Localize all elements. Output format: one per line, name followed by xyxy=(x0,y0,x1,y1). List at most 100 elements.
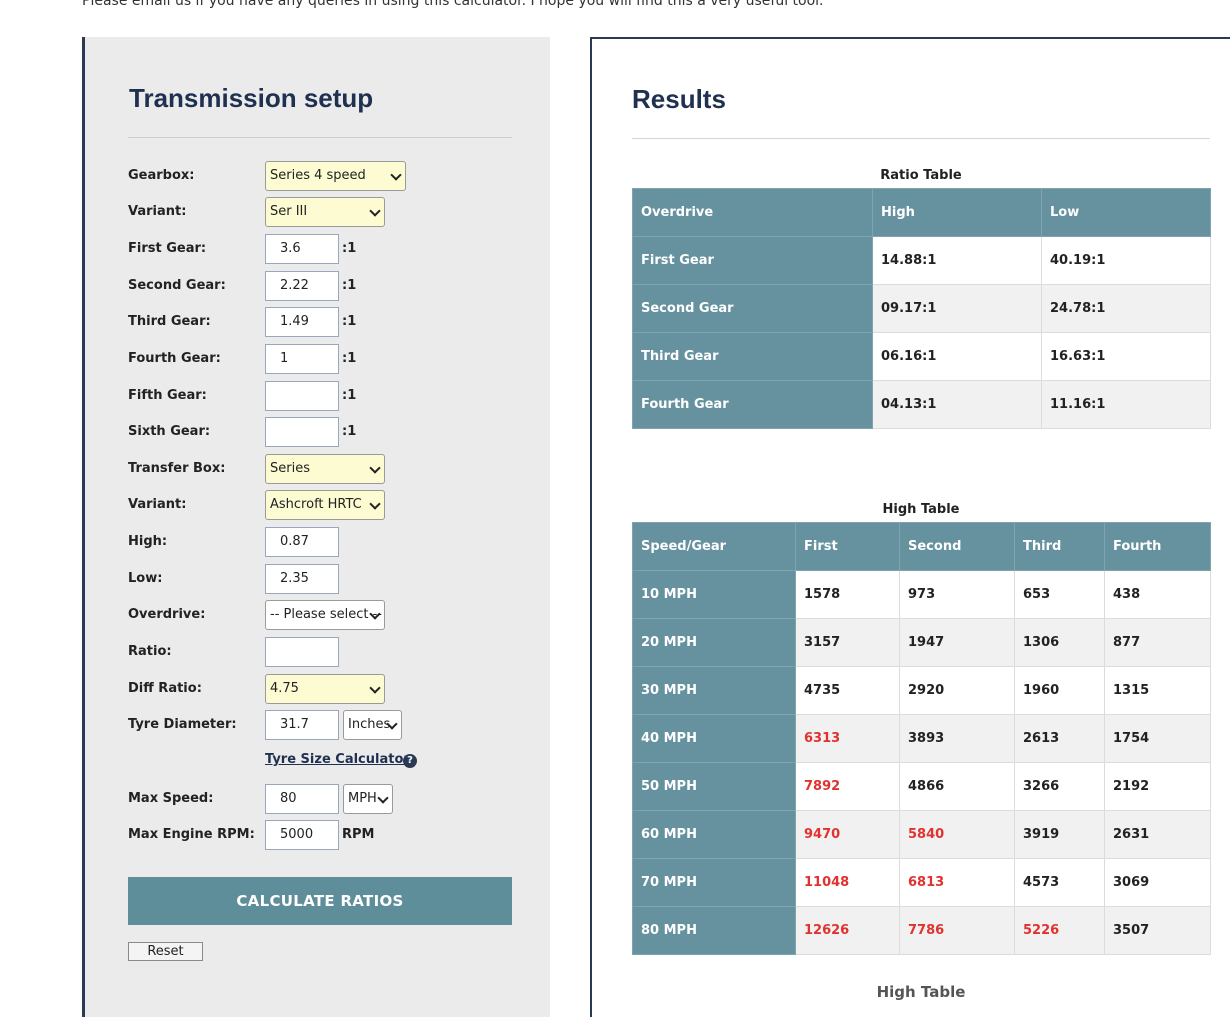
table-cell: 1315 xyxy=(1104,666,1211,715)
table-row: 60 MPH 9470 5840 3919 2631 xyxy=(632,810,1211,859)
table-row: Fourth Gear 04.13:1 11.16:1 xyxy=(632,380,1211,429)
first-gear-input[interactable]: 3.6 xyxy=(265,234,339,264)
table-cell: 3157 xyxy=(795,618,900,667)
row-header: 20 MPH xyxy=(632,618,796,667)
table-row: 50 MPH 7892 4866 3266 2192 xyxy=(632,762,1211,811)
chevron-down-icon xyxy=(369,498,381,510)
row-header: Third Gear xyxy=(632,332,873,381)
row-header: 10 MPH xyxy=(632,570,796,619)
table-cell: 3507 xyxy=(1104,906,1211,955)
column-header: First xyxy=(795,522,900,571)
row-header: 80 MPH xyxy=(632,906,796,955)
tyre-unit-select[interactable]: Inches xyxy=(343,710,402,740)
setup-title: Transmission setup xyxy=(129,83,374,113)
max-rpm-input[interactable]: 5000 xyxy=(265,820,339,850)
next-table-caption: High Table xyxy=(876,983,966,1001)
table-cell: 2613 xyxy=(1014,714,1105,763)
overdrive-ratio-input[interactable] xyxy=(265,637,339,667)
gearbox-select[interactable]: Series 4 speed xyxy=(265,161,406,191)
table-cell-over-limit: 11048 xyxy=(795,858,900,907)
first-gear-label: First Gear: xyxy=(128,241,207,256)
table-cell-over-limit: 7892 xyxy=(795,762,900,811)
low-label: Low: xyxy=(128,571,163,586)
intro-text: Please email us if you have any queries … xyxy=(82,0,824,9)
high-label: High: xyxy=(128,534,168,549)
table-cell-over-limit: 5840 xyxy=(899,810,1015,859)
ratio-table-caption: Ratio Table xyxy=(880,168,962,183)
fifth-gear-input[interactable] xyxy=(265,381,339,411)
ratio-suffix: :1 xyxy=(342,351,357,366)
table-cell: 11.16:1 xyxy=(1041,380,1211,429)
column-header: Fourth xyxy=(1104,522,1211,571)
reset-button[interactable]: Reset xyxy=(128,942,203,961)
table-cell: 14.88:1 xyxy=(872,236,1042,285)
transfer-box-select[interactable]: Series xyxy=(265,454,385,484)
table-header-row: Speed/Gear First Second Third Fourth xyxy=(632,522,1211,571)
transfer-variant-select[interactable]: Ashcroft HRTC xyxy=(265,490,385,520)
fourth-gear-label: Fourth Gear: xyxy=(128,351,221,366)
table-cell: 3069 xyxy=(1104,858,1211,907)
table-cell: 1754 xyxy=(1104,714,1211,763)
table-cell: 3919 xyxy=(1014,810,1105,859)
diff-ratio-select[interactable]: 4.75 xyxy=(265,674,385,704)
table-row: Third Gear 06.16:1 16.63:1 xyxy=(632,332,1211,381)
row-header: 50 MPH xyxy=(632,762,796,811)
max-rpm-label: Max Engine RPM: xyxy=(128,827,255,842)
table-cell: 40.19:1 xyxy=(1041,236,1211,285)
speed-unit-select[interactable]: MPH xyxy=(343,784,393,814)
column-header: High xyxy=(872,188,1042,237)
sixth-gear-input[interactable] xyxy=(265,417,339,447)
table-cell: 09.17:1 xyxy=(872,284,1042,333)
transfer-box-label: Transfer Box: xyxy=(128,461,226,476)
table-cell: 653 xyxy=(1014,570,1105,619)
table-row: 10 MPH 1578 973 653 438 xyxy=(632,570,1211,619)
table-row: 30 MPH 4735 2920 1960 1315 xyxy=(632,666,1211,715)
column-header: Overdrive xyxy=(632,188,873,237)
overdrive-select[interactable]: -- Please select -- xyxy=(265,600,385,630)
table-header-row: Overdrive High Low xyxy=(632,188,1211,237)
table-cell: 4735 xyxy=(795,666,900,715)
table-cell: 438 xyxy=(1104,570,1211,619)
diff-ratio-label: Diff Ratio: xyxy=(128,681,202,696)
help-icon[interactable]: ? xyxy=(403,754,417,768)
table-cell: 877 xyxy=(1104,618,1211,667)
table-cell: 3266 xyxy=(1014,762,1105,811)
second-gear-label: Second Gear: xyxy=(128,278,226,293)
column-header: Second xyxy=(899,522,1015,571)
second-gear-input[interactable]: 2.22 xyxy=(265,271,339,301)
table-cell: 04.13:1 xyxy=(872,380,1042,429)
tyre-diameter-input[interactable]: 31.7 xyxy=(265,710,339,740)
variant-select[interactable]: Ser III xyxy=(265,197,385,227)
rpm-suffix: RPM xyxy=(342,827,375,842)
ratio-suffix: :1 xyxy=(342,241,357,256)
variant-label: Variant: xyxy=(128,204,187,219)
row-header: Fourth Gear xyxy=(632,380,873,429)
row-header: 30 MPH xyxy=(632,666,796,715)
third-gear-input[interactable]: 1.49 xyxy=(265,307,339,337)
column-header: Low xyxy=(1041,188,1211,237)
divider xyxy=(128,137,512,138)
table-cell: 2192 xyxy=(1104,762,1211,811)
third-gear-label: Third Gear: xyxy=(128,314,211,329)
calculate-ratios-button[interactable]: CALCULATE RATIOS xyxy=(128,877,512,925)
table-row: 70 MPH 11048 6813 4573 3069 xyxy=(632,858,1211,907)
fifth-gear-label: Fifth Gear: xyxy=(128,388,207,403)
table-cell: 1947 xyxy=(899,618,1015,667)
tyre-size-calculator-link[interactable]: Tyre Size Calculator xyxy=(265,752,410,767)
low-ratio-input[interactable]: 2.35 xyxy=(265,564,339,594)
table-row: 20 MPH 3157 1947 1306 877 xyxy=(632,618,1211,667)
fourth-gear-input[interactable]: 1 xyxy=(265,344,339,374)
transmission-setup-panel: Transmission setup Gearbox: Series 4 spe… xyxy=(82,37,550,1017)
chevron-down-icon xyxy=(369,682,381,694)
table-cell: 1306 xyxy=(1014,618,1105,667)
table-row: 80 MPH 12626 7786 5226 3507 xyxy=(632,906,1211,955)
table-cell: 973 xyxy=(899,570,1015,619)
table-cell: 4573 xyxy=(1014,858,1105,907)
max-speed-input[interactable]: 80 xyxy=(265,784,339,814)
ratio-suffix: :1 xyxy=(342,388,357,403)
ratio-suffix: :1 xyxy=(342,314,357,329)
high-ratio-input[interactable]: 0.87 xyxy=(265,527,339,557)
overdrive-label: Overdrive: xyxy=(128,607,206,622)
table-cell-over-limit: 6813 xyxy=(899,858,1015,907)
chevron-down-icon xyxy=(369,462,381,474)
